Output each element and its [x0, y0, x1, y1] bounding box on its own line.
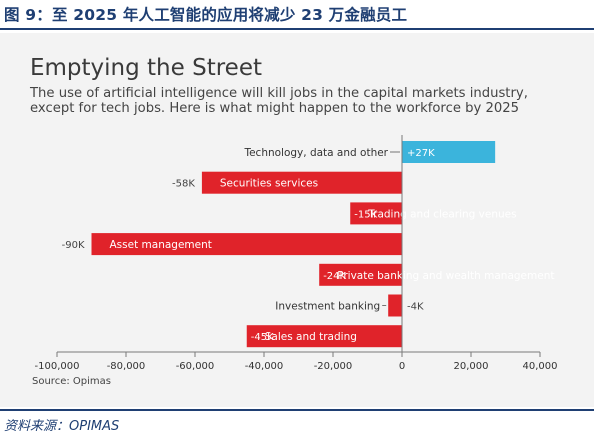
data-label: -45K	[251, 332, 274, 343]
bar	[91, 233, 402, 256]
category-label: Asset management	[110, 239, 212, 251]
bottom-rule	[0, 409, 594, 411]
data-label: -24K	[323, 271, 346, 282]
bar-chart: +27K Technology, data and other Securities…	[35, 135, 558, 372]
source-note: 资料来源：OPIMAS	[4, 419, 120, 434]
x-tick-label: -60,000	[176, 361, 215, 372]
category-label: Trading and clearing venues	[367, 208, 516, 220]
data-label: -15K	[354, 209, 377, 220]
data-label: -4K	[407, 302, 424, 313]
category-label: Sales and trading	[265, 331, 357, 343]
chart-title: Emptying the Street	[30, 55, 262, 81]
category-label: Technology, data and other	[243, 147, 388, 159]
chart-subtitle: The use of artificial intelligence will …	[30, 86, 528, 116]
x-tick-label: 40,000	[523, 361, 558, 372]
x-tick-label: 0	[399, 361, 405, 372]
data-label: -58K	[172, 179, 195, 190]
bar	[201, 171, 402, 194]
bar	[350, 202, 402, 225]
x-tick-label: -20,000	[314, 361, 353, 372]
x-tick-label: -40,000	[245, 361, 284, 372]
figure-caption: 图 9：至 2025 年人工智能的应用将减少 23 万金融员工	[4, 6, 408, 24]
x-tick-label: 20,000	[454, 361, 489, 372]
bar	[388, 294, 402, 317]
chart-source: Source: Opimas	[32, 376, 111, 387]
x-tick-label: -100,000	[35, 361, 80, 372]
chart-panel: Emptying the Street The use of artificia…	[0, 33, 594, 407]
bar	[319, 263, 402, 286]
category-label: Securities services	[220, 178, 318, 190]
category-label: Investment banking	[275, 301, 380, 313]
x-tick-label: -80,000	[107, 361, 146, 372]
data-label: +27K	[407, 148, 435, 159]
data-label: -90K	[62, 240, 85, 251]
bar	[246, 325, 402, 348]
caption-rule	[0, 28, 594, 30]
category-label: Private banking and wealth management	[337, 270, 554, 282]
bar	[402, 141, 496, 163]
